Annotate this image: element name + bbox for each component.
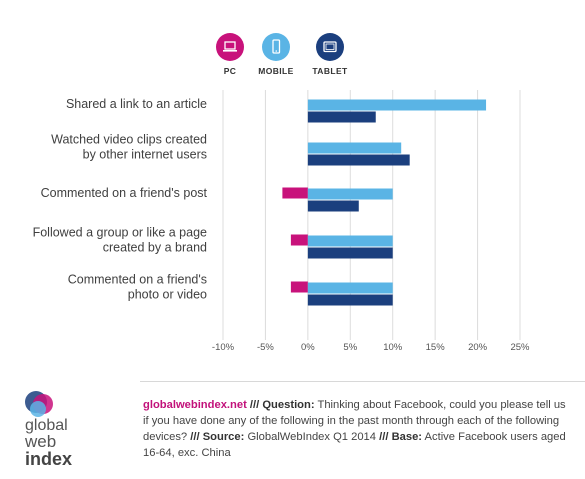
legend-label-mobile: MOBILE <box>258 66 294 76</box>
laptop-icon <box>216 33 244 61</box>
footnote-base: Active Facebook users aged 16-64, exc. C… <box>143 431 566 459</box>
bar-tablet <box>307 200 359 212</box>
category-label: Commented on a friend's post <box>41 186 208 200</box>
category-label: photo or video <box>128 288 207 302</box>
bar-pc <box>282 187 308 199</box>
x-tick-label: -5% <box>257 342 274 353</box>
x-tick-label: 15% <box>426 342 446 353</box>
bar-chart: Shared a link to an article Watched video… <box>33 90 530 353</box>
chart-legend: PC MOBILE TABLET <box>0 0 585 85</box>
footnote-source: GlobalWebIndex Q1 2014 <box>244 431 377 443</box>
footnote-sep: /// <box>376 431 392 443</box>
divider <box>140 381 585 382</box>
legend-item-pc: PC <box>200 33 260 76</box>
footnote-sep: /// <box>246 399 263 411</box>
bar-tablet <box>307 154 410 166</box>
category-label: Commented on a friend's <box>68 273 207 287</box>
category-label: by other internet users <box>83 148 207 162</box>
legend-item-mobile: MOBILE <box>246 33 306 76</box>
bar-pc <box>290 234 308 246</box>
category-label: Shared a link to an article <box>66 97 207 111</box>
footnote-question: Thinking about Facebook, could you pleas… <box>143 399 566 443</box>
bar-tablet <box>307 294 393 306</box>
legend-label-pc: PC <box>223 66 237 76</box>
footnote-source-label: Source: <box>202 431 245 443</box>
footnote: globalwebindex.net /// Question: Thinkin… <box>143 397 573 461</box>
bar-tablet <box>307 111 376 123</box>
footnote-question-label: Question: <box>262 399 315 411</box>
logo-line-index: index <box>25 449 72 469</box>
logo-line-global: global <box>25 417 68 434</box>
tablet-icon <box>316 33 344 61</box>
x-tick-label: 25% <box>510 342 530 353</box>
bar-tablet <box>307 247 393 259</box>
footnote-site: globalwebindex.net <box>143 399 247 411</box>
category-label: created by a brand <box>103 241 207 255</box>
globalwebindex-logo: global web index <box>22 385 132 470</box>
x-tick-label: 0% <box>301 342 315 353</box>
bar-mobile <box>307 235 393 247</box>
x-tick-label: 10% <box>383 342 403 353</box>
category-label: Watched video clips created <box>51 133 207 147</box>
bar-mobile <box>307 188 393 200</box>
footnote-sep: /// <box>187 431 203 443</box>
logo-line-web: web <box>24 432 56 451</box>
smartphone-icon <box>262 33 290 61</box>
legend-item-tablet: TABLET <box>300 33 360 76</box>
footnote-base-label: Base: <box>391 431 423 443</box>
bar-pc <box>290 281 308 293</box>
x-tick-label: -10% <box>212 342 235 353</box>
legend-label-tablet: TABLET <box>312 66 348 76</box>
x-tick-label: 5% <box>343 342 357 353</box>
bar-mobile <box>307 282 393 294</box>
bar-mobile <box>307 99 487 111</box>
category-label: Followed a group or like a page <box>33 226 207 240</box>
bar-mobile <box>307 142 402 154</box>
x-tick-label: 20% <box>468 342 488 353</box>
